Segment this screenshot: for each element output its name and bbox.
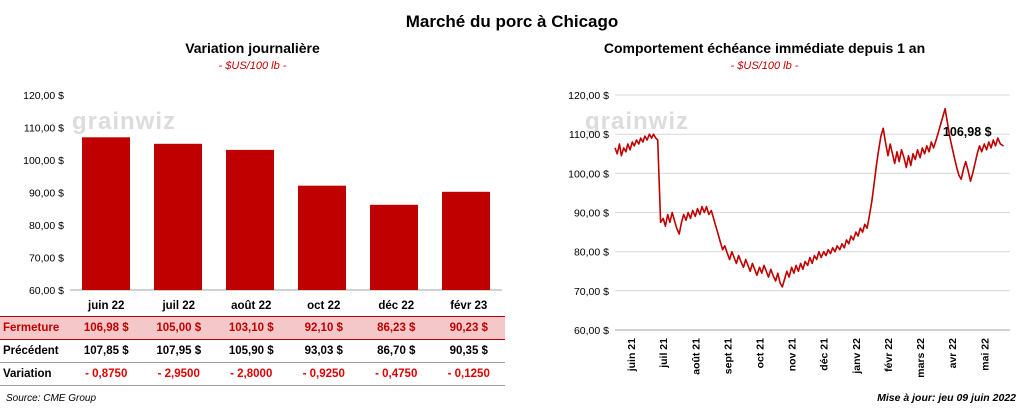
category-label: août 22 (231, 300, 272, 312)
price-line (614, 107, 1005, 288)
grainwiz-watermark-left: grainwiz (72, 108, 177, 135)
line-y-tick-label: 120,00 $ (568, 90, 609, 102)
table-row-fermeture: Fermeture 106,98 $ 105,00 $ 103,10 $ 92,10 $… (0, 316, 505, 340)
line-x-tick-label: janv 22 (851, 338, 863, 375)
bar-chart: 120,00 $ 110,00 $ 100,00 $ 90,00 $ 80,00 $ 70… (23, 90, 502, 296)
line-x-tick-label: juin 21 (626, 338, 638, 372)
row-label: Variation (3, 368, 52, 380)
table-row-precedent: Précédent 107,85 $ 107,95 $ 105,90 $ 93,03 $… (0, 340, 505, 363)
line-y-tick-label: 80,00 $ (574, 247, 609, 259)
table-cell: - 2,8000 (230, 368, 273, 380)
category-label: juin 22 (88, 300, 125, 312)
table-cell: 105,00 $ (156, 322, 202, 334)
table-cell: 103,10 $ (228, 322, 274, 334)
line-chart: 120,00 $ 110,00 $ 100,00 $ 90,00 $ 80,00 $ 70… (568, 90, 1010, 378)
line-y-tick-label: 60,00 $ (574, 325, 609, 337)
line-y-tick-label: 90,00 $ (574, 208, 609, 220)
table-cell: 86,23 $ (377, 322, 416, 334)
bar-y-tick-label: 100,00 $ (23, 155, 64, 167)
table-cell: - 0,8750 (85, 368, 128, 380)
line-x-tick-label: nov 21 (787, 338, 799, 371)
table-cell: - 0,1250 (447, 368, 490, 380)
bar-y-tick-label: 80,00 $ (29, 220, 64, 232)
table-cell: 90,35 $ (449, 345, 488, 357)
table-row-variation: Variation - 0,8750 - 2,9500 - 2,8000 - 0,925… (0, 363, 505, 386)
update-date-note: Mise à jour: jeu 09 juin 2022 (877, 392, 1016, 404)
line-x-tick-label: sept 21 (722, 338, 734, 374)
line-chart-subtitle: - $US/100 lb - (730, 60, 799, 72)
table-cell: 86,70 $ (377, 345, 416, 357)
bar-y-tick-label: 70,00 $ (29, 253, 64, 265)
page-title: Marché du porc à Chicago (405, 12, 619, 31)
category-label: déc 22 (378, 300, 415, 312)
bar-oct-22 (298, 185, 346, 290)
table-cell: 90,23 $ (449, 322, 488, 334)
line-x-tick-label: août 21 (690, 338, 702, 375)
bar-juil-22 (154, 143, 202, 291)
bar-y-tick-label: 120,00 $ (23, 90, 64, 102)
bar-y-tick-label: 90,00 $ (29, 188, 64, 200)
row-label: Précédent (3, 345, 59, 357)
line-x-tick-label: mai 22 (979, 338, 991, 371)
bar-déc-22 (370, 204, 418, 290)
line-y-tick-label: 70,00 $ (574, 286, 609, 298)
table-cell: - 2,9500 (157, 368, 200, 380)
bar-y-tick-label: 60,00 $ (29, 285, 64, 296)
bar-août-22 (226, 149, 274, 290)
grainwiz-watermark-right: grainwiz (585, 108, 690, 135)
table-cell: - 0,4750 (375, 368, 418, 380)
bar-févr-23 (442, 191, 490, 290)
bar-chart-title: Variation journalière (185, 40, 320, 56)
category-row: juin 22 juil 22 août 22 oct 22 déc 22 févr 23 (0, 296, 505, 316)
line-y-tick-label: 110,00 $ (569, 129, 609, 141)
source-note: Source: CME Group (6, 393, 97, 404)
category-label: juil 22 (162, 300, 196, 312)
line-x-tick-label: oct 21 (755, 338, 767, 369)
category-label: févr 23 (450, 300, 488, 312)
price-table: juin 22 juil 22 août 22 oct 22 déc 22 févr 23… (0, 296, 505, 386)
table-cell: 106,98 $ (83, 322, 129, 334)
one-year-trend-panel: Comportement échéance immédiate depuis 1… (505, 0, 1024, 410)
line-x-tick-label: mars 22 (915, 338, 927, 378)
line-x-tick-label: avr 22 (947, 338, 959, 369)
table-cell: 105,90 $ (228, 345, 274, 357)
daily-variation-panel: Variation journalière - $US/100 lb - gra… (0, 0, 505, 410)
bar-chart-subtitle: - $US/100 lb - (218, 60, 287, 72)
table-cell: - 0,9250 (302, 368, 345, 380)
line-x-tick-label: févr 22 (883, 338, 895, 372)
table-cell: 92,10 $ (304, 322, 343, 334)
line-chart-title: Comportement échéance immédiate depuis 1… (603, 40, 926, 56)
line-y-tick-label: 100,00 $ (568, 168, 609, 180)
bar-juin-22 (82, 137, 130, 290)
table-cell: 107,85 $ (83, 345, 129, 357)
row-label: Fermeture (3, 322, 60, 334)
bar-y-tick-label: 110,00 $ (24, 123, 64, 135)
line-x-tick-label: déc 21 (819, 338, 831, 371)
table-cell: 107,95 $ (156, 345, 202, 357)
table-cell: 93,03 $ (304, 345, 343, 357)
line-x-tick-label: juil 21 (658, 338, 670, 369)
category-label: oct 22 (307, 300, 341, 312)
last-price-label: 106,98 $ (943, 125, 992, 139)
